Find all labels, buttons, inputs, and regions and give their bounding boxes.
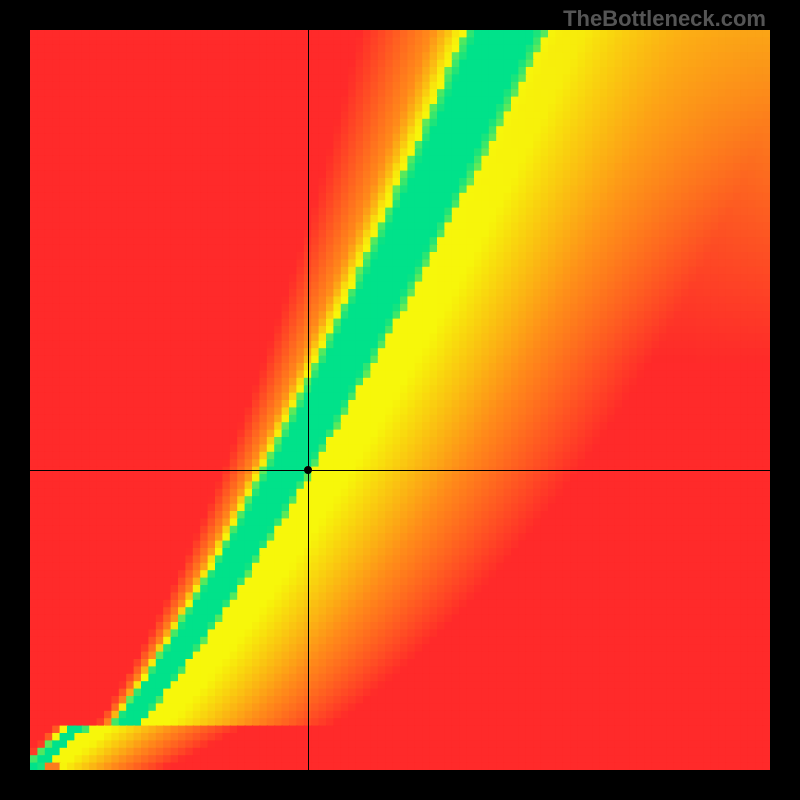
crosshair-marker: [304, 466, 312, 474]
watermark-text: TheBottleneck.com: [563, 6, 766, 32]
crosshair-horizontal: [30, 470, 770, 471]
chart-container: TheBottleneck.com: [0, 0, 800, 800]
crosshair-vertical: [308, 30, 309, 770]
bottleneck-heatmap: [30, 30, 770, 770]
